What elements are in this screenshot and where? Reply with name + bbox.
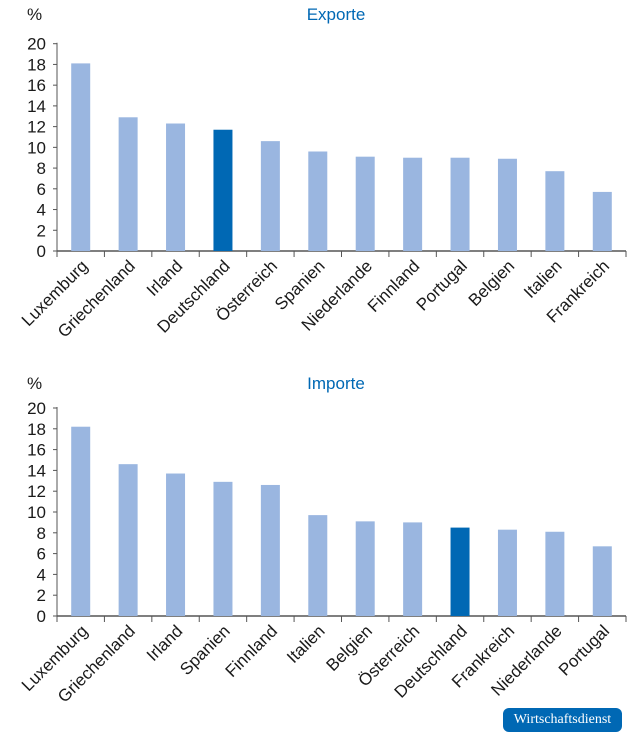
y-tick-label: 12 <box>27 482 46 501</box>
y-tick-label: 18 <box>27 55 46 74</box>
bar-belgien <box>497 158 517 251</box>
bar-belgien <box>355 521 375 616</box>
bar-griechenland <box>118 117 138 251</box>
x-tick-label: Finnland <box>364 256 424 316</box>
bar-finnland <box>403 157 423 251</box>
x-tick-label: Finnland <box>222 621 282 681</box>
y-tick-label: 8 <box>37 524 46 543</box>
x-tick-label: Portugal <box>413 256 471 314</box>
bar-spanien <box>213 481 233 616</box>
y-axis-unit: % <box>27 5 42 24</box>
bar-spanien <box>308 151 328 251</box>
y-tick-label: 10 <box>27 503 46 522</box>
y-tick-label: 14 <box>27 97 46 116</box>
x-tick-label: Irland <box>143 621 187 665</box>
bar-frankreich <box>497 529 517 616</box>
y-tick-label: 6 <box>37 180 46 199</box>
bar-österreich <box>403 522 423 616</box>
publisher-badge: Wirtschaftsdienst <box>503 708 622 732</box>
bar-portugal <box>450 157 470 251</box>
y-tick-label: 6 <box>37 545 46 564</box>
y-tick-label: 4 <box>37 565 46 584</box>
bar-frankreich <box>592 191 612 251</box>
bar-niederlande <box>545 531 565 616</box>
bar-irland <box>166 123 186 251</box>
bar-niederlande <box>355 156 375 251</box>
y-tick-label: 10 <box>27 138 46 157</box>
y-tick-label: 20 <box>27 35 46 54</box>
y-tick-label: 12 <box>27 118 46 137</box>
bar-griechenland <box>118 464 138 616</box>
y-tick-label: 16 <box>27 441 46 460</box>
y-tick-label: 2 <box>37 221 46 240</box>
y-tick-label: 2 <box>37 586 46 605</box>
bar-luxemburg <box>71 63 91 252</box>
y-tick-label: 0 <box>37 242 46 261</box>
y-tick-label: 14 <box>27 461 46 480</box>
bar-italien <box>308 515 328 616</box>
x-tick-label: Belgien <box>465 256 519 310</box>
x-tick-label: Italien <box>283 621 329 667</box>
y-tick-label: 16 <box>27 76 46 95</box>
x-tick-label: Italien <box>520 256 566 302</box>
bar-italien <box>545 171 565 251</box>
y-tick-label: 4 <box>37 201 46 220</box>
bar-deutschland <box>450 527 470 616</box>
x-tick-label: Portugal <box>555 621 613 679</box>
bar-österreich <box>260 141 280 251</box>
bar-deutschland <box>213 129 233 251</box>
bar-finnland <box>260 484 280 616</box>
bar-irland <box>166 473 186 616</box>
y-tick-label: 0 <box>37 607 46 626</box>
y-axis-unit: % <box>27 374 42 393</box>
y-tick-label: 20 <box>27 399 46 418</box>
bar-portugal <box>592 546 612 616</box>
chart-title: Exporte <box>307 5 366 24</box>
chart-title: Importe <box>307 374 365 393</box>
bar-luxemburg <box>71 426 91 616</box>
y-tick-label: 8 <box>37 159 46 178</box>
x-tick-label: Irland <box>143 256 187 300</box>
y-tick-label: 18 <box>27 420 46 439</box>
